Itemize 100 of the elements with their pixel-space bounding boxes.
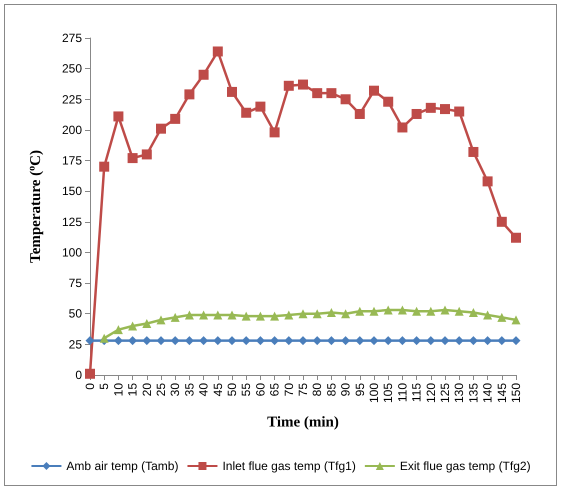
x-tick-label: 20 [140,382,154,396]
point [426,306,436,316]
x-tick-label: 100 [367,382,381,404]
point [398,306,407,315]
point [426,102,436,113]
point [198,70,209,80]
x-tick-label: 135 [466,382,480,404]
point [100,334,109,343]
x-tick-label: 50 [225,382,239,396]
point [440,336,450,346]
y-tick-label: 275 [62,31,82,45]
point [113,111,124,122]
point [284,80,294,91]
point [85,368,95,379]
x-tick-label: 5 [97,382,112,390]
point [142,336,152,346]
x-tick-label: 35 [182,382,196,396]
point [341,309,350,318]
x-tick-label: 75 [296,382,310,396]
point [228,336,236,346]
point [355,306,364,316]
point [242,336,251,346]
point [355,336,364,346]
x-tick-label: 40 [196,382,211,396]
x-tick-label: 130 [452,382,466,404]
point [156,124,166,134]
point [298,80,308,90]
point [256,312,265,321]
point [170,336,180,346]
point [170,114,180,124]
y-tick-label: 25 [68,337,82,352]
x-tick-label: 45 [210,382,225,396]
point [312,336,322,346]
x-tick-label: 55 [239,382,254,396]
point [298,336,308,346]
point [298,309,308,318]
legend-label: Inlet flue gas temp (Tfg1) [222,459,356,473]
point [284,336,294,346]
point [213,310,222,320]
point [156,315,166,324]
point [242,312,251,321]
x-tick-label: 145 [494,382,509,404]
y-tick-label: 250 [62,62,82,76]
point [497,312,506,322]
y-tick-label: 200 [62,122,82,137]
point [440,306,450,315]
point [384,306,393,315]
point [326,308,336,317]
point [270,312,280,321]
point [128,321,138,330]
x-tick-label: 140 [480,382,495,404]
point [184,310,194,320]
y-tick-label: 100 [62,245,82,260]
x-tick-label: 105 [381,382,396,404]
point [99,162,110,172]
x-tick-label: 65 [268,382,282,396]
point [340,94,351,104]
x-tick-label: 125 [438,382,452,404]
point [468,146,478,157]
point [496,216,507,227]
point [128,153,138,164]
x-tick-label: 30 [168,382,182,396]
point [483,310,492,320]
point [213,336,222,346]
point [512,315,520,324]
point [354,108,365,119]
y-axis-title: Temperature (oC) [26,150,44,263]
y-tick-label: 175 [62,154,82,168]
x-tick-label: 110 [395,382,410,402]
point [383,96,394,107]
point [397,122,408,132]
point [312,88,322,98]
y-tick-label: 225 [62,92,82,106]
point [270,127,280,138]
point [412,108,422,119]
point [241,108,252,118]
x-tick-label: 95 [352,382,367,396]
point [142,319,152,328]
x-tick-label: 80 [310,382,324,396]
point [426,336,436,346]
x-tick-label: 25 [154,382,168,396]
legend-label: Amb air temp (Tamb) [66,459,178,473]
x-tick-label: 60 [253,382,268,396]
point [156,336,166,346]
point [184,89,194,100]
point [454,336,464,346]
point [199,310,208,320]
point [86,336,94,346]
y-tick-label: 150 [62,184,82,198]
y-tick-label: 125 [62,214,82,229]
x-tick-label: 10 [111,382,126,396]
point [454,306,464,316]
x-tick-label: 15 [126,382,140,396]
x-tick-label: 85 [324,382,338,396]
point [142,149,152,160]
point [114,325,123,334]
point [384,336,393,346]
x-tick-label: 90 [338,382,353,396]
x-tick-label: 120 [424,382,438,404]
point [227,86,237,97]
